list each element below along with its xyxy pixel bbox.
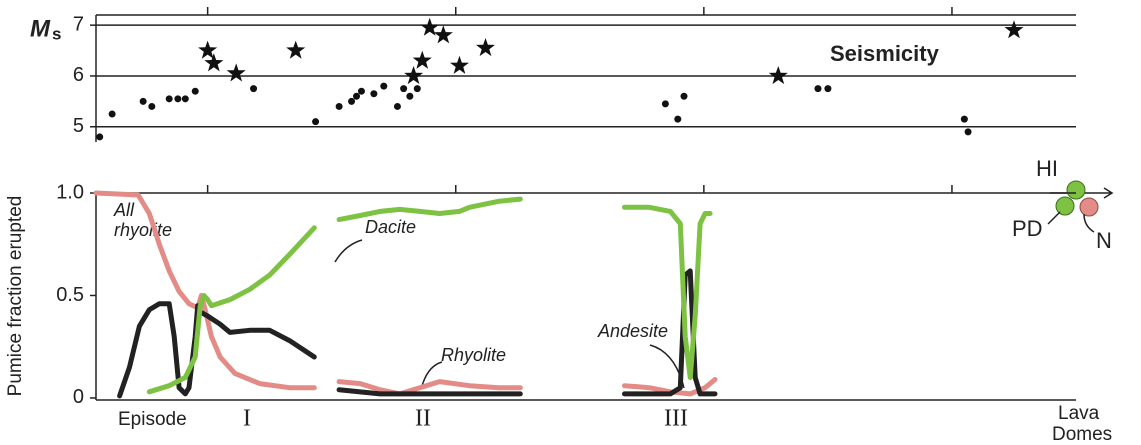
dome-label: PD xyxy=(1012,216,1043,241)
dot-point xyxy=(964,128,972,136)
y-tick-label: 0.5 xyxy=(56,284,84,306)
leader xyxy=(1083,213,1095,233)
dot-point xyxy=(348,97,356,105)
star-point xyxy=(450,55,469,74)
dot-point xyxy=(139,97,147,105)
star-point xyxy=(1004,20,1024,39)
x-label: III xyxy=(664,406,688,432)
y-label-top: M xyxy=(30,15,51,42)
dot-point xyxy=(191,87,199,95)
y-tick-label: 5 xyxy=(73,115,84,137)
dome-icon xyxy=(1079,197,1099,217)
x-label: Episode xyxy=(118,409,187,430)
star-point xyxy=(476,38,495,57)
annotation: Rhyolite xyxy=(441,345,506,365)
dot-point xyxy=(174,95,182,103)
x-label: II xyxy=(415,406,431,432)
star-point xyxy=(286,40,306,59)
dot-point xyxy=(393,102,401,110)
series-line xyxy=(146,196,713,395)
dot-point xyxy=(814,85,822,93)
dot-point xyxy=(661,100,669,108)
dot-point xyxy=(108,110,116,118)
y-tick-label: 1.0 xyxy=(56,181,84,203)
dot-point xyxy=(960,115,968,123)
dot-point xyxy=(335,102,343,110)
annotation: rhyolite xyxy=(114,220,172,240)
dot-point xyxy=(400,85,408,93)
star-point xyxy=(204,53,224,72)
star-point xyxy=(420,17,440,36)
dot-point xyxy=(181,95,189,103)
star-point xyxy=(768,66,788,85)
y-tick-label: 6 xyxy=(73,64,84,86)
annotation: All xyxy=(113,200,135,220)
dot-point xyxy=(824,85,832,93)
dot-point xyxy=(370,90,378,98)
dome-label: N xyxy=(1096,228,1112,253)
dot-point xyxy=(357,87,365,95)
leader xyxy=(1047,211,1061,225)
dome-label: HI xyxy=(1036,156,1058,181)
star-point xyxy=(198,40,218,59)
x-label: Domes xyxy=(1052,424,1112,445)
x-label: Lava xyxy=(1058,403,1100,424)
annotation: Dacite xyxy=(365,217,416,237)
dot-point xyxy=(165,95,173,103)
dot-point xyxy=(312,118,320,126)
dome-icon xyxy=(1055,196,1075,216)
star-point xyxy=(433,25,453,44)
star-point xyxy=(412,50,432,69)
y-label-bottom: Pumice fraction erupted xyxy=(5,196,26,397)
dot-point xyxy=(406,92,414,100)
y-label-sub: s xyxy=(52,24,61,43)
dot-point xyxy=(353,92,361,100)
dot-point xyxy=(674,115,682,123)
y-tick-label: 0 xyxy=(73,386,84,408)
leader xyxy=(421,361,443,387)
panel-title: Seismicity xyxy=(830,41,940,66)
dot-point xyxy=(380,82,388,90)
y-tick-label: 7 xyxy=(73,13,84,35)
dome-icon xyxy=(1066,180,1086,200)
dot-point xyxy=(680,92,688,100)
dot-point xyxy=(96,133,104,141)
annotation: Andesite xyxy=(597,321,668,341)
dot-point xyxy=(148,102,156,110)
x-label: I xyxy=(243,406,251,432)
leader xyxy=(334,239,363,263)
dot-point xyxy=(250,85,258,93)
star-point xyxy=(226,63,246,82)
dot-point xyxy=(413,85,421,93)
star-point xyxy=(404,66,424,85)
